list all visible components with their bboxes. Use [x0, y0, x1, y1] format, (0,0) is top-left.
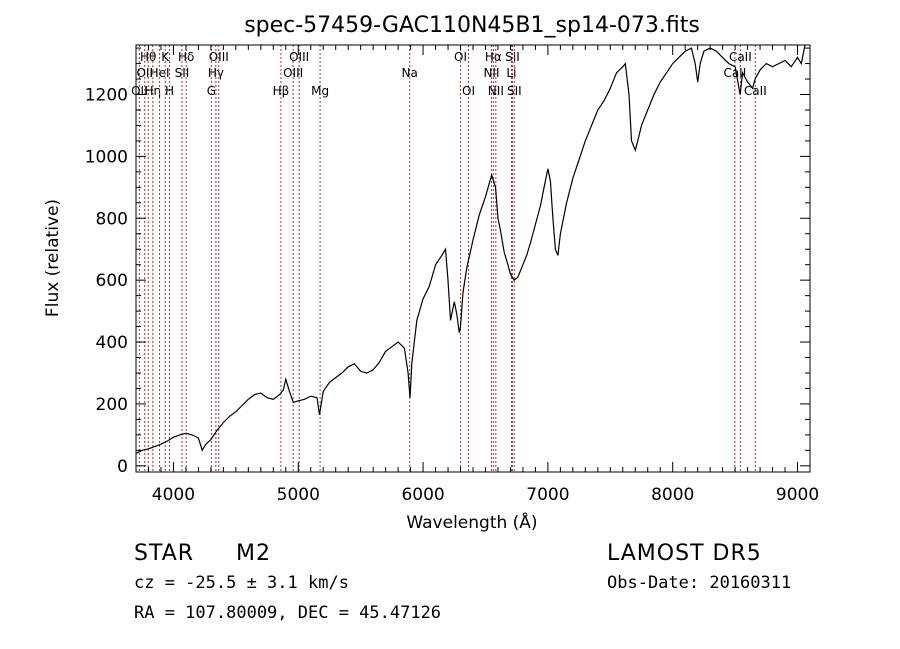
reference-line-label: Hθ	[140, 50, 156, 64]
reference-line-label: Hδ	[178, 50, 194, 64]
reference-line-label: G	[207, 84, 216, 98]
subclass: M2	[236, 541, 271, 566]
y-tick-label: 400	[96, 333, 128, 353]
reference-line-label: NII	[483, 66, 499, 80]
reference-line-label: SII	[507, 84, 522, 98]
x-axis-label: Wavelength (Å)	[406, 511, 537, 533]
reference-line-label: Na	[402, 66, 418, 80]
reference-line-label: OI	[454, 50, 467, 64]
plot-area	[135, 44, 806, 454]
reference-line-label: HeI	[150, 66, 170, 80]
reference-line-label: CaII	[744, 84, 767, 98]
reference-line-label: SII	[175, 66, 190, 80]
reference-line-label: Hη	[145, 84, 162, 98]
reference-line-label: OIII	[283, 66, 303, 80]
reference-lines: OIIOIIHθHηHeIKHSIIHδGHγOIIIHβOIIIOIIIMgN…	[131, 45, 767, 472]
reference-line-label: SII	[505, 50, 520, 64]
reference-line-label: H	[165, 84, 174, 98]
y-tick-label: 800	[96, 209, 128, 229]
plot-frame	[135, 44, 811, 473]
reference-line-label: OII	[136, 66, 153, 80]
reference-line-label: K	[161, 50, 170, 64]
reference-line-label: OIII	[289, 50, 309, 64]
reference-line-label: OI	[462, 84, 475, 98]
survey-name: LAMOST DR5	[607, 541, 762, 566]
y-tick-label: 200	[96, 395, 128, 415]
y-tick-label: 0	[117, 457, 128, 477]
x-tick-label: 7000	[526, 485, 569, 505]
reference-line-label: Hβ	[273, 84, 290, 98]
redshift-value: cz = -25.5 ± 3.1 km/s	[134, 573, 349, 593]
spectrum-line	[135, 44, 806, 454]
reference-line-label: Hγ	[208, 66, 224, 80]
chart-title: spec-57459-GAC110N45B1_sp14-073.fits	[244, 13, 700, 38]
y-tick-label: 1000	[85, 147, 128, 167]
reference-line-label: Li	[506, 66, 516, 80]
reference-line-label: CaII	[729, 50, 752, 64]
x-tick-label: 5000	[277, 485, 320, 505]
reference-line-label: Mg	[311, 84, 329, 98]
reference-line-label: NII	[488, 84, 504, 98]
y-axis-label: Flux (relative)	[43, 199, 63, 317]
y-tick-label: 600	[96, 271, 128, 291]
reference-line-label: OIII	[209, 50, 229, 64]
coordinates: RA = 107.80009, DEC = 45.47126	[134, 603, 442, 623]
object-class: STAR	[134, 541, 195, 566]
x-tick-label: 9000	[776, 485, 819, 505]
x-tick-label: 4000	[152, 485, 195, 505]
y-tick-label: 1200	[85, 86, 128, 106]
x-tick-label: 6000	[401, 485, 444, 505]
axes: 4000 5000 6000 7000 8000 9000 0 200 400 600 800 100…	[85, 44, 819, 505]
reference-line-label: Hα	[485, 50, 502, 64]
observation-date: Obs-Date: 20160311	[607, 573, 792, 593]
x-tick-label: 8000	[651, 485, 694, 505]
